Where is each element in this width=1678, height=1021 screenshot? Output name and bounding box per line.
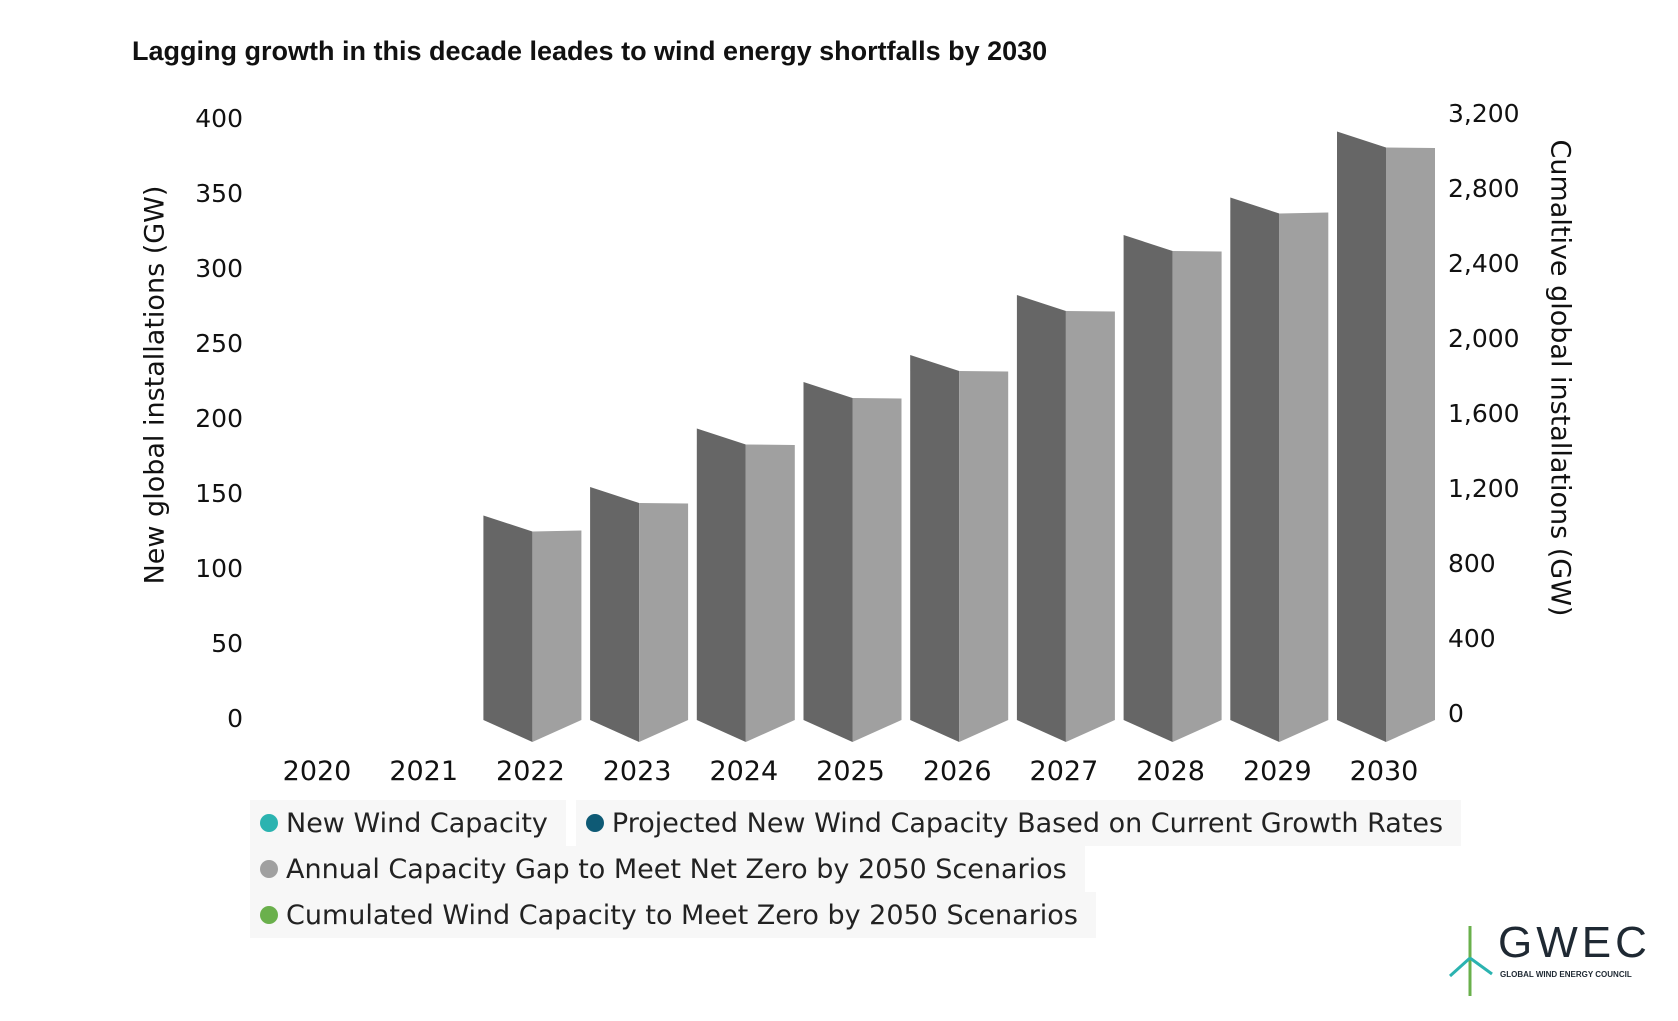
legend-item-gap: Annual Capacity Gap to Meet Net Zero by …: [250, 846, 1085, 892]
bar-dark-face: [696, 428, 746, 742]
legend-item-projected: Projected New Wind Capacity Based on Cur…: [575, 800, 1462, 846]
x-tick-label: 2021: [389, 756, 458, 787]
logo-subtitle: GLOBAL WIND ENERGY COUNCIL: [1500, 970, 1632, 979]
legend-label: Cumulated Wind Capacity to Meet Zero by …: [286, 899, 1078, 931]
legend-item-cumulated: Cumulated Wind Capacity to Meet Zero by …: [250, 892, 1096, 938]
x-tick-label: 2029: [1243, 756, 1312, 787]
x-tick-label: 2028: [1136, 756, 1205, 787]
bar-dark-face: [483, 515, 533, 742]
bar-dark-face: [1016, 295, 1066, 742]
logo-name: GWEC: [1498, 918, 1651, 967]
bar-light-face: [745, 444, 795, 742]
bar-light-face: [1065, 311, 1115, 742]
x-tick-label: 2030: [1350, 756, 1419, 787]
y-tick-label-right: 2,800: [1448, 174, 1520, 203]
x-tick-label: 2027: [1030, 756, 1099, 787]
y-tick-label-left: 200: [195, 404, 243, 433]
y-tick-label-right: 0: [1448, 699, 1464, 728]
y-tick-label-right: 2,400: [1448, 249, 1520, 278]
y-tick-label-right: 1,200: [1448, 474, 1520, 503]
y-tick-label-left: 400: [195, 104, 243, 133]
y-tick-label-left: 350: [195, 179, 243, 208]
legend-dot-gap: [260, 860, 278, 878]
bar-dark-face: [803, 382, 853, 742]
x-tick-label: 2025: [816, 756, 885, 787]
legend-label: Annual Capacity Gap to Meet Net Zero by …: [286, 853, 1067, 885]
y-tick-label-left: 0: [227, 704, 243, 733]
y-tick-label-left: 300: [195, 254, 243, 283]
gwec-logo: GWEC GLOBAL WIND ENERGY COUNCIL: [1448, 918, 1658, 996]
bar-light-face: [1279, 212, 1329, 742]
x-tick-label: 2020: [283, 756, 352, 787]
wind-turbine-icon: [1448, 926, 1493, 996]
bar-light-face: [532, 530, 582, 742]
legend-dot-new-wind: [260, 814, 278, 832]
bar-dark-face: [910, 355, 960, 742]
legend-row-1: New Wind Capacity Projected New Wind Cap…: [250, 800, 1462, 846]
bar-light-face: [639, 503, 689, 742]
legend-label: New Wind Capacity: [286, 807, 548, 839]
y-tick-label-left: 100: [195, 554, 243, 583]
legend-label: Projected New Wind Capacity Based on Cur…: [611, 807, 1444, 839]
y-tick-label-left: 50: [211, 629, 243, 658]
y-tick-label-left: 250: [195, 329, 243, 358]
y-tick-label-right: 2,000: [1448, 324, 1520, 353]
bar-dark-face: [590, 487, 640, 742]
legend-dot-cumulated: [260, 906, 278, 924]
legend: New Wind Capacity Projected New Wind Cap…: [250, 800, 1462, 938]
y-tick-label-left: 150: [195, 479, 243, 508]
x-tick-label: 2023: [603, 756, 672, 787]
bar-light-face: [1172, 251, 1222, 742]
y-tick-label-right: 800: [1448, 549, 1496, 578]
bar-dark-face: [1123, 235, 1173, 742]
bar-light-face: [959, 371, 1009, 742]
x-tick-label: 2024: [709, 756, 778, 787]
legend-row-2: Annual Capacity Gap to Meet Net Zero by …: [250, 846, 1461, 892]
x-tick-label: 2022: [496, 756, 565, 787]
y-tick-label-right: 400: [1448, 624, 1496, 653]
legend-row-3: Cumulated Wind Capacity to Meet Zero by …: [250, 892, 1461, 938]
bar-dark-face: [1230, 197, 1280, 742]
legend-dot-projected: [585, 814, 604, 832]
x-tick-label: 2026: [923, 756, 992, 787]
y-tick-label-right: 1,600: [1448, 399, 1520, 428]
legend-item-new-wind: New Wind Capacity: [250, 800, 566, 846]
bar-light-face: [852, 398, 902, 742]
bar-light-face: [1386, 147, 1435, 742]
chart-title: Lagging growth in this decade leades to …: [132, 36, 1048, 66]
bar-dark-face: [1337, 131, 1386, 742]
y-tick-label-right: 3,200: [1448, 99, 1520, 128]
